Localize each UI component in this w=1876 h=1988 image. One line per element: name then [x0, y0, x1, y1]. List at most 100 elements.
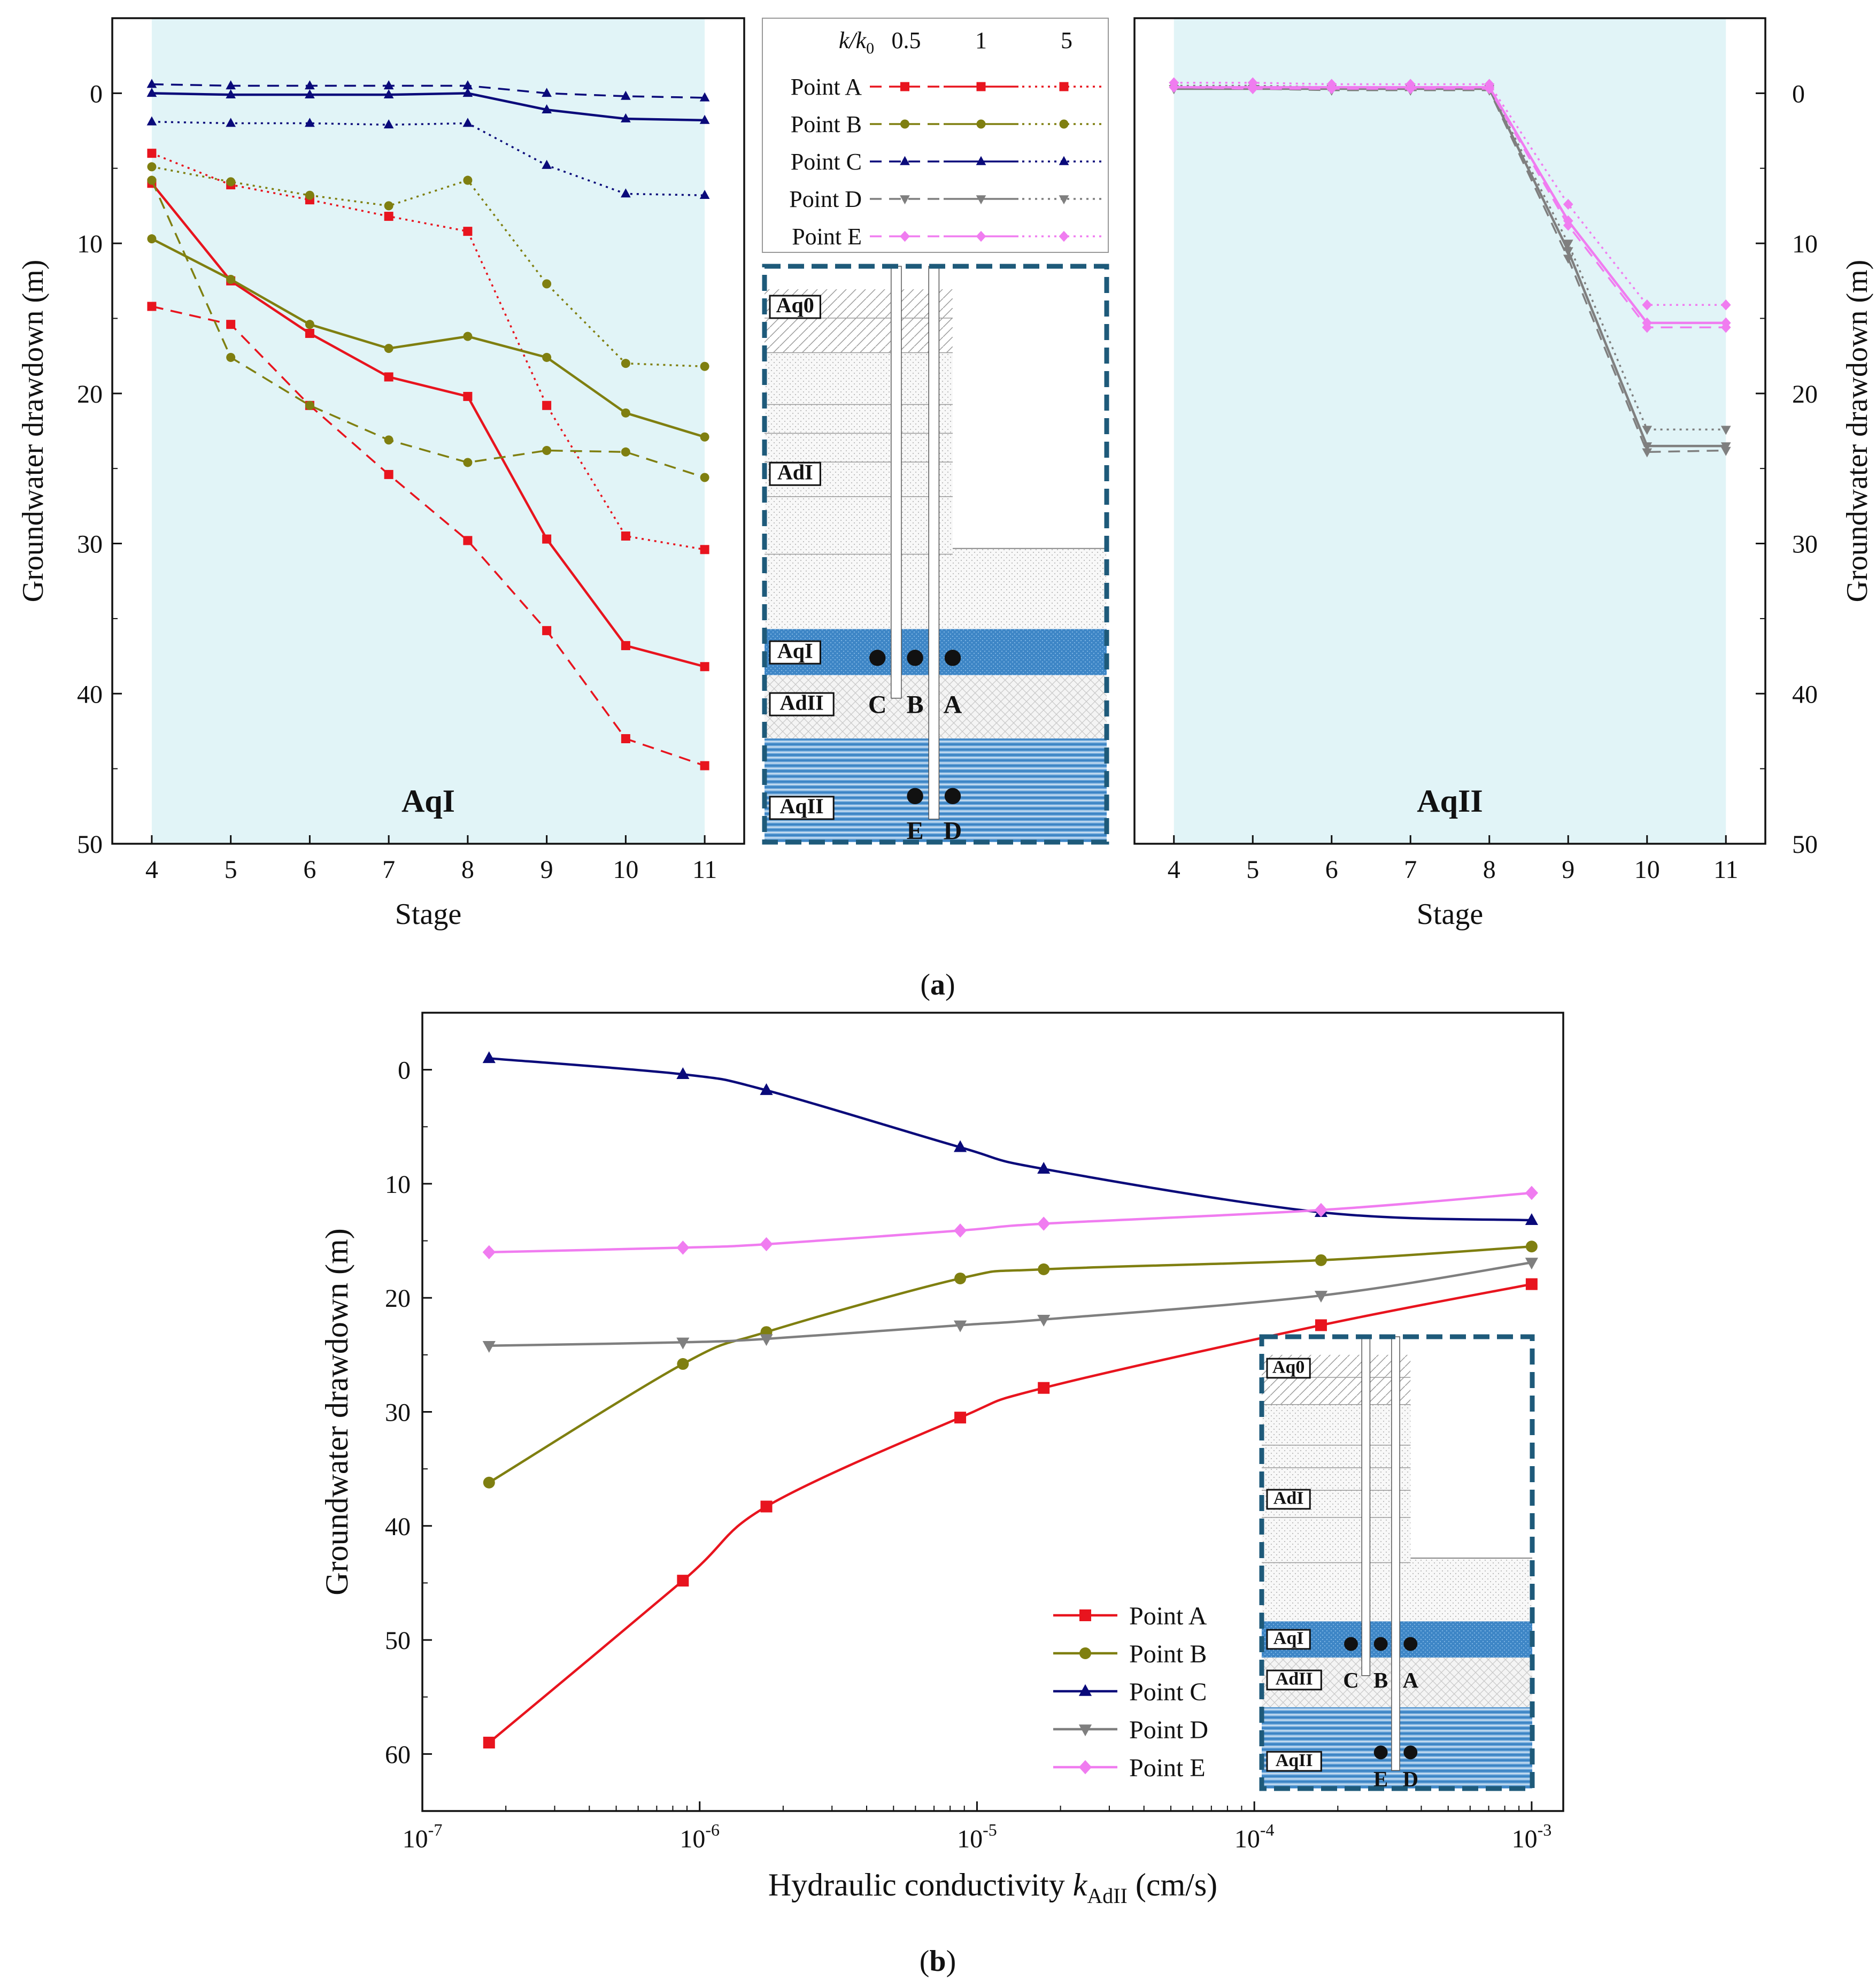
legend-ratio-0.5: 0.5	[892, 27, 921, 53]
x-tick-label: 11	[1713, 856, 1738, 884]
data-point-b	[1038, 1263, 1050, 1275]
aquifer-annotation: AqII	[1417, 783, 1483, 819]
data-point-d	[1563, 240, 1573, 249]
obs-point-d	[944, 788, 961, 805]
legend-marker-c	[900, 156, 910, 165]
legend-marker-c	[1059, 156, 1069, 165]
pumping-well	[928, 266, 940, 820]
layer-label-box-aq0	[1266, 1358, 1311, 1379]
data-point-a	[147, 149, 157, 158]
obs-point-c	[1344, 1637, 1358, 1651]
x-tick-label: 10-5	[957, 1820, 997, 1853]
data-point-c	[953, 1140, 967, 1152]
data-point-a	[542, 534, 552, 544]
layer-label-aqii: AqII	[1276, 1751, 1313, 1770]
layer-adI	[1262, 1404, 1411, 1622]
data-point-b	[226, 352, 236, 362]
x-tick-label: 5	[1246, 856, 1259, 884]
data-point-b	[542, 352, 552, 362]
data-point-a	[621, 531, 630, 541]
legend-point-b: Point B	[791, 111, 862, 137]
series-line-c-0.5	[151, 83, 705, 99]
y-tick-label: 10	[1792, 230, 1818, 258]
obs-label-c: C	[1343, 1668, 1358, 1692]
data-point-a	[463, 536, 473, 545]
legend-marker-a	[976, 82, 986, 91]
data-point-d	[1525, 1258, 1538, 1270]
x-tick-label: 10	[1634, 856, 1660, 884]
data-point-d	[1642, 448, 1653, 458]
stage-shading	[151, 18, 705, 844]
data-point-b	[305, 400, 314, 410]
layer-label-adi: AdI	[1273, 1489, 1304, 1508]
data-point-e	[1405, 79, 1416, 90]
data-point-d	[1314, 1291, 1328, 1303]
x-tick-label: 6	[303, 856, 316, 884]
data-point-a	[1525, 1278, 1538, 1290]
data-point-a	[305, 329, 314, 338]
y-tick-label: 0	[398, 1057, 411, 1085]
legend-marker-a	[1079, 1609, 1091, 1621]
data-point-d	[1037, 1314, 1051, 1327]
x-tick-label: 8	[1483, 856, 1496, 884]
data-point-b	[384, 435, 393, 445]
plot-frame	[1133, 17, 1766, 845]
data-point-b	[1525, 1240, 1538, 1253]
obs-label-b: B	[907, 690, 924, 719]
data-point-a	[483, 1737, 495, 1749]
data-point-c	[1037, 1162, 1051, 1174]
data-point-a	[147, 302, 157, 311]
legend-ratio-1: 1	[975, 27, 987, 53]
data-point-b	[226, 177, 236, 187]
data-point-b	[677, 1358, 689, 1370]
data-point-b	[621, 447, 630, 457]
data-point-b	[542, 279, 552, 289]
data-point-b	[1315, 1254, 1327, 1266]
series-line-e-5	[1174, 81, 1726, 306]
data-point-d	[1720, 426, 1731, 435]
legend-label-e: Point E	[1129, 1754, 1206, 1782]
data-point-a	[621, 641, 630, 650]
legend-label-b: Point B	[1129, 1640, 1207, 1668]
obs-point-c	[869, 650, 886, 666]
data-point-e	[1525, 1185, 1538, 1200]
data-point-a	[700, 662, 709, 672]
layer-label-box-aqii	[1266, 1751, 1322, 1772]
schematic-frame	[762, 264, 1109, 845]
x-axis-label: Stage	[1417, 898, 1483, 931]
y-tick-label: 50	[385, 1627, 411, 1655]
layer-label-adii: AdII	[779, 690, 823, 714]
data-point-e	[1642, 317, 1653, 329]
y-tick-label: 40	[385, 1513, 411, 1541]
data-point-c	[226, 118, 236, 127]
data-point-c	[1525, 1213, 1538, 1225]
data-point-a	[760, 1500, 773, 1513]
series-line-c-1	[151, 92, 705, 122]
layer-label-aqii: AqII	[779, 794, 823, 818]
x-tick-label: 10-7	[403, 1820, 443, 1853]
legend-marker-d	[1059, 195, 1069, 205]
legend-marker-e	[976, 230, 986, 242]
plot-frame	[421, 1012, 1564, 1812]
layer-label-aq0: Aq0	[1272, 1358, 1304, 1377]
data-point-e	[1326, 79, 1337, 90]
x-tick-label: 9	[541, 856, 553, 884]
obs-label-a: A	[944, 690, 962, 719]
obs-point-e	[907, 788, 923, 805]
y-axis-label: Groundwater drawdown (m)	[319, 1228, 354, 1595]
obs-point-e	[1373, 1745, 1388, 1760]
stage-shading	[1174, 18, 1726, 844]
plot-frame	[111, 17, 745, 845]
data-point-e	[760, 1237, 773, 1252]
layer-label-box-aqii	[769, 796, 835, 820]
data-point-e	[1720, 317, 1731, 329]
legend-point-d: Point D	[789, 186, 862, 212]
schematic-frame	[1259, 1334, 1535, 1791]
x-tick-label: 7	[1404, 856, 1417, 884]
x-tick-label: 4	[1168, 856, 1180, 884]
legend-point-a: Point A	[791, 74, 862, 100]
data-point-b	[147, 162, 157, 172]
data-point-b	[621, 408, 630, 418]
layer-label-aqi: AqI	[777, 638, 813, 662]
